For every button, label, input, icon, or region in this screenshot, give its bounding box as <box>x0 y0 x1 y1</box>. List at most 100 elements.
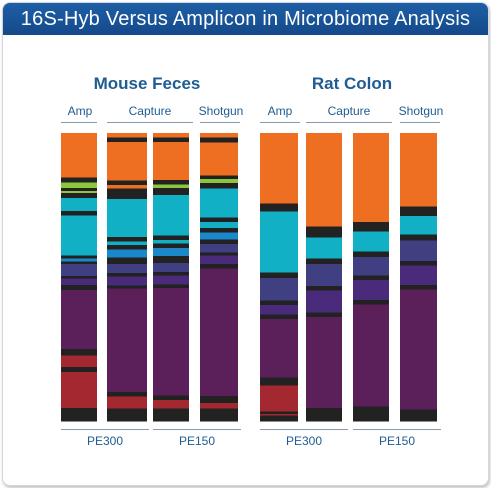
bar-5-segment-11 <box>260 385 298 412</box>
bar-4-segment-16 <box>200 263 238 269</box>
group-title-rat-colon: Rat Colon <box>311 74 393 93</box>
bar-2-segment-4 <box>107 180 147 186</box>
bar-4-segment-19 <box>200 402 238 409</box>
bar-1-segment-16 <box>61 285 97 291</box>
bar-7-segment-4 <box>353 251 389 258</box>
bar-3-segment-3 <box>153 142 189 181</box>
bar-4-segment-20 <box>200 408 238 422</box>
bar-4-segment-1 <box>200 133 238 138</box>
stacked-bars-plot <box>61 133 437 422</box>
bar-5-segment-6 <box>260 300 298 306</box>
bar-4-segment-7 <box>200 188 238 218</box>
rule-rat-shotgun <box>400 122 440 123</box>
bar-3-segment-18 <box>153 395 189 401</box>
bar-4-segment-14 <box>200 252 238 257</box>
bar-7 <box>353 133 389 422</box>
bar-2-segment-2 <box>107 137 147 143</box>
bar-3-segment-4 <box>153 179 189 185</box>
bar-3-segment-14 <box>153 272 189 276</box>
bar-6-segment-6 <box>306 285 342 291</box>
bar-5-segment-14 <box>260 415 298 422</box>
rule-mouse-capture <box>107 122 193 123</box>
bar-3-segment-9 <box>153 240 189 244</box>
bar-6-segment-8 <box>306 312 342 318</box>
rule-mouse-amp <box>61 122 97 123</box>
bar-3-segment-19 <box>153 400 189 409</box>
bar-1-segment-12 <box>61 261 97 265</box>
bar-4 <box>200 133 238 422</box>
bar-8-segment-3 <box>400 215 437 235</box>
group-title-mouse-feces: Mouse Feces <box>93 74 201 93</box>
bar-2-segment-9 <box>107 241 147 246</box>
bar-2-segment-13 <box>107 263 147 274</box>
bar-2-segment-18 <box>107 391 147 397</box>
bar-2-segment-7 <box>107 198 147 238</box>
bar-4-segment-11 <box>200 232 238 240</box>
bar-5 <box>260 133 298 422</box>
label-mouse-pe300: PE300 <box>86 434 124 448</box>
bar-1-segment-13 <box>61 264 97 277</box>
bar-3-segment-8 <box>153 235 189 241</box>
bar-2-segment-15 <box>107 276 147 286</box>
bar-7-segment-6 <box>353 275 389 281</box>
bar-7-segment-9 <box>353 304 389 407</box>
bar-8 <box>400 133 437 422</box>
rule-rat-pe150 <box>353 429 441 430</box>
bar-1-segment-11 <box>61 258 97 263</box>
chart-title: 16S-Hyb Versus Amplicon in Microbiome An… <box>3 3 488 35</box>
bar-2-segment-11 <box>107 249 147 258</box>
bar-6-segment-4 <box>306 258 342 265</box>
bar-4-segment-18 <box>200 395 238 404</box>
bar-4-segment-9 <box>200 222 238 229</box>
bar-6-segment-2 <box>306 226 342 238</box>
bar-8-segment-1 <box>400 133 437 208</box>
bar-1-segment-19 <box>61 355 97 368</box>
rule-mouse-pe300 <box>61 429 149 430</box>
bar-3-segment-11 <box>153 248 189 257</box>
bar-5-segment-7 <box>260 305 298 315</box>
label-rat-capture: Capture <box>327 104 371 118</box>
bar-1-segment-3 <box>61 182 97 189</box>
bar-7-segment-7 <box>353 280 389 301</box>
bar-3 <box>153 133 189 422</box>
bar-1-segment-4 <box>61 188 97 192</box>
bar-3-segment-12 <box>153 256 189 264</box>
bar-7-segment-10 <box>353 406 389 422</box>
rule-rat-pe300 <box>260 429 348 430</box>
bar-2-segment-10 <box>107 244 147 250</box>
label-rat-amp: Amp <box>267 104 293 118</box>
bar-3-segment-17 <box>153 287 189 396</box>
bar-5-segment-5 <box>260 278 298 301</box>
bar-1-segment-15 <box>61 278 97 286</box>
bar-7-segment-5 <box>353 257 389 276</box>
bar-1-segment-14 <box>61 275 97 279</box>
bar-4-segment-5 <box>200 179 238 184</box>
bar-5-segment-8 <box>260 314 298 320</box>
bar-3-segment-1 <box>153 133 189 138</box>
bar-5-segment-13 <box>260 414 298 416</box>
bar-4-segment-13 <box>200 244 238 253</box>
bar-3-segment-2 <box>153 137 189 143</box>
bar-8-segment-8 <box>400 285 437 290</box>
bar-1-segment-1 <box>61 133 97 178</box>
bar-1-segment-21 <box>61 371 97 409</box>
bar-8-segment-7 <box>400 265 437 286</box>
label-mouse-capture: Capture <box>128 104 172 118</box>
bar-5-segment-2 <box>260 203 298 212</box>
bar-3-segment-16 <box>153 284 189 289</box>
bar-8-segment-4 <box>400 234 437 241</box>
bar-4-segment-6 <box>200 182 238 189</box>
bar-8-segment-2 <box>400 206 437 217</box>
bar-7-segment-3 <box>353 231 389 252</box>
rule-rat-capture <box>306 122 392 123</box>
bar-8-segment-6 <box>400 260 437 266</box>
bar-6-segment-9 <box>306 317 342 409</box>
bar-1-segment-22 <box>61 407 97 422</box>
bar-8-segment-5 <box>400 240 437 262</box>
bar-4-segment-12 <box>200 239 238 245</box>
bar-4-segment-17 <box>200 268 238 397</box>
bar-3-segment-7 <box>153 194 189 236</box>
bar-7-segment-8 <box>353 299 389 305</box>
bar-2-segment-12 <box>107 257 147 265</box>
